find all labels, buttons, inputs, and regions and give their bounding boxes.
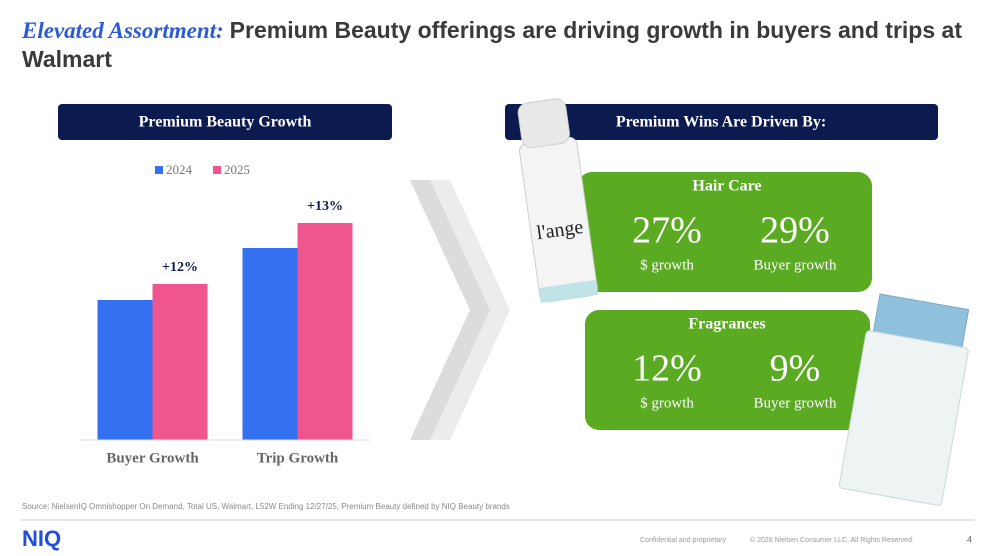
title-rest: Premium Beauty offerings are driving gro… bbox=[22, 17, 962, 72]
source-note: Source: NielsenIQ Omnishopper On Demand,… bbox=[22, 502, 510, 511]
bar bbox=[297, 223, 353, 440]
logo: NIQ bbox=[22, 526, 61, 551]
bar-annotation: +12% bbox=[162, 260, 198, 275]
copyright: © 2026 Nielsen Consumer LLC. All Rights … bbox=[750, 536, 914, 544]
section-box bbox=[585, 310, 870, 430]
metric-value: 29% bbox=[760, 210, 830, 252]
bar bbox=[152, 284, 208, 440]
section-title: Hair Care bbox=[692, 178, 761, 195]
x-tick-label: Trip Growth bbox=[257, 450, 339, 466]
legend-swatch bbox=[213, 166, 221, 174]
title-lead: Elevated Assortment: bbox=[22, 18, 224, 43]
chart-header-box bbox=[58, 104, 392, 140]
metric-label: Buyer growth bbox=[754, 257, 837, 273]
metric-label: Buyer growth bbox=[754, 395, 837, 411]
bar bbox=[97, 300, 153, 440]
metric-value: 12% bbox=[632, 348, 702, 390]
metric-value: 9% bbox=[770, 348, 821, 390]
chevron bbox=[410, 180, 510, 440]
metric-value: 27% bbox=[632, 210, 702, 252]
section-title: Fragrances bbox=[688, 316, 765, 333]
x-tick-label: Buyer Growth bbox=[106, 450, 199, 466]
drivers-panel: Hair Care 27% $ growth 29% Buyer growth Fragr… bbox=[578, 172, 872, 430]
bar bbox=[242, 248, 298, 440]
spray-image: l'ange bbox=[517, 98, 599, 303]
bottle-image bbox=[838, 293, 970, 506]
page-number: 4 bbox=[967, 534, 972, 544]
drivers-title: Premium Wins Are Driven By: bbox=[616, 114, 826, 131]
legend-label: 2025 bbox=[224, 162, 250, 177]
chart-title: Premium Beauty Growth bbox=[139, 114, 312, 131]
metric-label: $ growth bbox=[640, 395, 694, 411]
legend-swatch bbox=[155, 166, 163, 174]
drivers-header-box bbox=[505, 104, 938, 140]
legend-label: 2024 bbox=[166, 162, 193, 177]
metric-label: $ growth bbox=[640, 257, 694, 273]
section-box bbox=[578, 172, 872, 292]
slide-title: Elevated Assortment: Premium Beauty offer… bbox=[22, 16, 972, 73]
chevron-shade bbox=[410, 180, 490, 440]
bar-annotation: +13% bbox=[307, 199, 343, 214]
confidential: Confidential and proprietary bbox=[640, 537, 726, 544]
